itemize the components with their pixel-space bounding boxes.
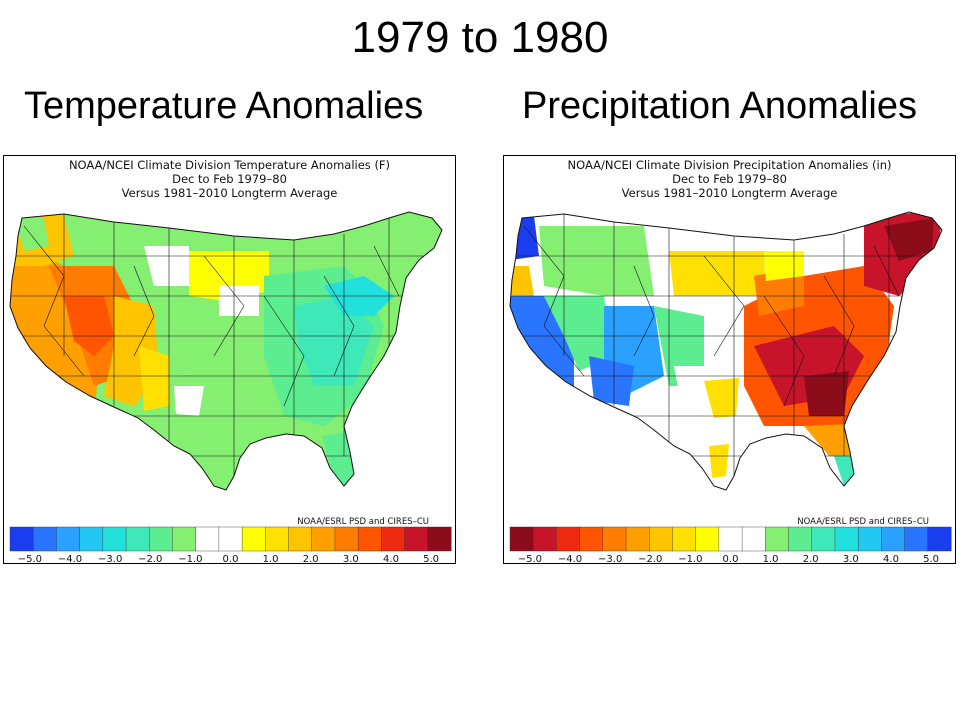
precipitation-colorbar-swatch (834, 526, 859, 552)
region-wa-coast (14, 218, 49, 251)
temperature-map-header: NOAA/NCEI Climate Division Temperature A… (4, 158, 455, 200)
temperature-colorbar-swatch (381, 526, 406, 552)
region-south-florida (834, 456, 854, 486)
region-nevada-core (64, 296, 114, 356)
temperature-colorbar-tick-label: −3.0 (98, 554, 122, 563)
precipitation-colorbar-swatch (672, 526, 697, 552)
temperature-colorbar-swatch (56, 526, 81, 552)
region-arizona (589, 356, 634, 406)
precipitation-map-period: Dec to Feb 1979–80 (672, 172, 787, 186)
temperature-colorbar-swatch (311, 526, 336, 552)
temperature-colorbar-swatch (404, 526, 429, 552)
temperature-colorbar-swatch (265, 526, 290, 552)
temperature-colorbar-swatch (172, 526, 197, 552)
temperature-colorbar: −5.0 −4.0 −3.0 −2.0 −1.0 0.0 1.0 2.0 3.0 4.0 5.0 (9, 526, 452, 563)
temperature-heading: Temperature Anomalies (24, 85, 424, 127)
temperature-colorbar-tick-label: 1.0 (263, 554, 279, 563)
precipitation-colorbar-swatch (649, 526, 673, 552)
temperature-colorbar-tick-label: −2.0 (138, 554, 162, 563)
temperature-colorbar-swatch (288, 526, 313, 552)
temperature-colorbar-swatch (102, 526, 127, 552)
precipitation-colorbar-tick-label: 4.0 (883, 554, 899, 563)
slide-title: 1979 to 1980 (351, 13, 609, 62)
temperature-credit: NOAA/ESRL PSD and CIRES–CU (297, 517, 429, 527)
temperature-colorbar-swatch (334, 526, 359, 552)
temperature-colorbar-tick-label: 0.0 (223, 554, 239, 563)
precipitation-colorbar-swatch (533, 526, 557, 552)
temperature-colorbar-tick-label: 2.0 (303, 554, 319, 563)
precipitation-colorbar-swatch (811, 526, 836, 552)
temperature-colorbar-swatch (79, 526, 104, 552)
precipitation-colorbar-tick-label: −4.0 (558, 554, 582, 563)
temperature-colorbar-tick-label: −5.0 (18, 554, 42, 563)
region-south-texas (709, 444, 729, 478)
region-nevada (544, 296, 614, 371)
temperature-map-panel: NOAA/NCEI Climate Division Temperature A… (3, 155, 456, 564)
precipitation-colorbar-tick-label: −1.0 (678, 554, 702, 563)
temperature-colorbar-swatch (357, 526, 382, 552)
temperature-colorbar-swatch (427, 526, 452, 552)
region-north-florida (804, 424, 854, 456)
precipitation-colorbar-swatch (695, 526, 720, 552)
precipitation-heading: Precipitation Anomalies (522, 85, 917, 127)
precipitation-colorbar-tick-label: 0.0 (723, 554, 739, 563)
precipitation-colorbar-swatch (904, 526, 929, 552)
temperature-map-title: NOAA/NCEI Climate Division Temperature A… (68, 158, 391, 172)
precipitation-colorbar-swatch (579, 526, 604, 552)
region-ohio-valley (294, 296, 374, 386)
temperature-colorbar-swatch (9, 526, 34, 552)
temperature-colorbar-swatch (218, 526, 243, 552)
region-florida (322, 431, 356, 486)
precipitation-colorbar-tick-label: 2.0 (803, 554, 819, 563)
temperature-colorbar-swatch (125, 526, 150, 552)
temperature-colorbar-swatch (241, 526, 266, 552)
precipitation-colorbar: −5.0 −4.0 −3.0 −2.0 −1.0 0.0 1.0 2.0 3.0 4.0 5.0 (509, 526, 952, 563)
precipitation-colorbar-swatch (718, 526, 743, 552)
precipitation-colorbar-swatch (857, 526, 882, 552)
region-new-mexico (139, 346, 169, 411)
region-maine (884, 218, 934, 261)
precipitation-map-header: NOAA/NCEI Climate Division Precipitation… (504, 158, 955, 200)
precipitation-colorbar-swatch (602, 526, 627, 552)
region-northern-rockies (539, 226, 654, 296)
precipitation-colorbar-swatch (741, 526, 766, 552)
precipitation-colorbar-tick-label: 3.0 (843, 554, 859, 563)
precipitation-map-baseline: Versus 1981–2010 Longterm Average (621, 186, 838, 200)
temperature-colorbar-swatch (33, 526, 57, 552)
temperature-colorbar-tick-label: −4.0 (58, 554, 82, 563)
region-west-texas-neutral (174, 386, 204, 416)
temperature-map-baseline: Versus 1981–2010 Longterm Average (121, 186, 338, 200)
precipitation-credit: NOAA/ESRL PSD and CIRES–CU (797, 517, 929, 527)
precipitation-map-title: NOAA/NCEI Climate Division Precipitation… (567, 158, 892, 172)
precipitation-colorbar-swatch (881, 526, 906, 552)
precipitation-colorbar-swatch (927, 526, 952, 552)
region-nebraska-neutral (219, 286, 259, 316)
region-deep-south (804, 371, 849, 416)
temperature-colorbar-tick-label: 3.0 (343, 554, 359, 563)
precipitation-colorbar-swatch (509, 526, 534, 552)
temperature-colorbar-tick-label: 4.0 (383, 554, 399, 563)
region-northern-plains-dry (669, 251, 766, 296)
precipitation-colorbar-tick-label: −3.0 (598, 554, 622, 563)
temperature-colorbar-swatch (149, 526, 173, 552)
precipitation-colorbar-swatch (765, 526, 790, 552)
precipitation-map-panel: NOAA/NCEI Climate Division Precipitation… (503, 155, 956, 564)
precipitation-colorbar-tick-label: 5.0 (923, 554, 939, 563)
temperature-colorbar-tick-label: 5.0 (423, 554, 439, 563)
precipitation-colorbar-tick-label: −2.0 (638, 554, 662, 563)
temperature-colorbar-tick-label: −1.0 (178, 554, 202, 563)
precipitation-colorbar-swatch (788, 526, 813, 552)
region-central-texas (704, 378, 739, 418)
precipitation-colorbar-swatch (556, 526, 581, 552)
precipitation-colorbar-swatch (625, 526, 650, 552)
temperature-anomaly-map (9, 211, 443, 491)
precipitation-anomaly-map (509, 211, 943, 491)
temperature-colorbar-swatch (195, 526, 220, 552)
precipitation-colorbar-tick-label: −5.0 (518, 554, 542, 563)
temperature-map-period: Dec to Feb 1979–80 (172, 172, 287, 186)
precipitation-colorbar-tick-label: 1.0 (763, 554, 779, 563)
